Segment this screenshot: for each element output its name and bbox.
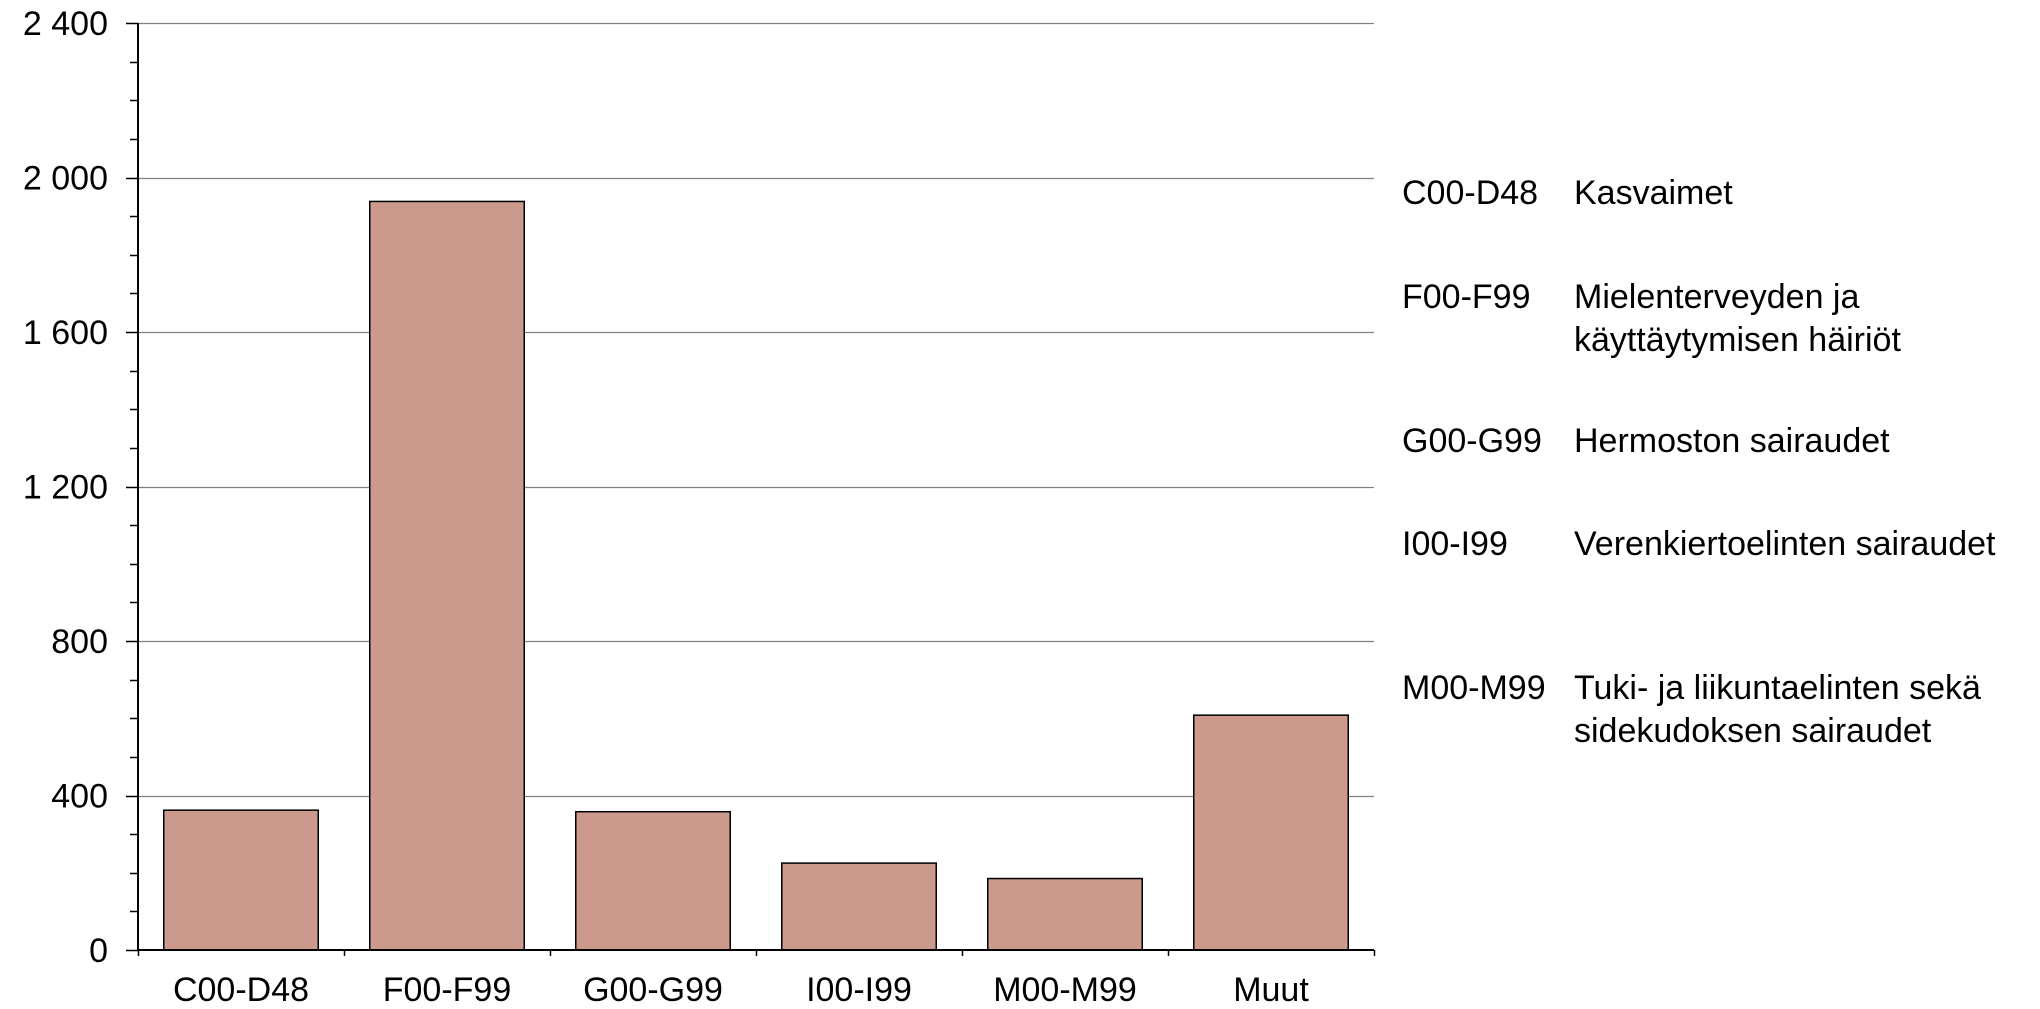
legend-item: G00-G99 Hermoston sairaudet (1402, 420, 2034, 463)
axes (137, 23, 1374, 951)
legend-code: M00-M99 (1402, 669, 1546, 707)
bar-c00-d48 (163, 809, 319, 951)
y-tick-label: 1 200 (23, 469, 108, 507)
legend-item: M00-M99 Tuki- ja liikuntaelinten sekä si… (1402, 667, 2034, 753)
y-tick-label: 800 (51, 623, 108, 661)
legend-code: I00-I99 (1402, 525, 1508, 563)
y-tick-label: 0 (89, 932, 108, 970)
y-tick-label: 400 (51, 778, 108, 816)
x-tick-label: C00-D48 (173, 971, 309, 1009)
gridlines (138, 22, 1374, 798)
y-axis-ticks: 0 400 800 1 200 1 600 2 000 2 400 (23, 5, 138, 970)
legend-description: Verenkiertoelinten sairaudet (1574, 525, 1996, 563)
y-tick-label: 2 400 (23, 5, 108, 43)
x-tick-label: I00-I99 (806, 971, 912, 1009)
legend-description: Hermoston sairaudet (1574, 422, 1890, 460)
y-tick-label: 1 600 (23, 314, 108, 352)
bar-f00-f99 (369, 200, 525, 951)
x-axis-ticks: C00-D48 F00-F99 G00-G99 I00-I99 M00-M99 Muut (137, 950, 1376, 1009)
bar-g00-g99 (575, 810, 731, 951)
x-tick-label: M00-M99 (993, 971, 1137, 1009)
legend-item: C00-D48 Kasvaimet (1402, 172, 2034, 215)
bar-m00-m99 (987, 877, 1143, 951)
bar-muut (1193, 714, 1349, 951)
x-tick-label: Muut (1233, 971, 1309, 1009)
legend-description: Kasvaimet (1574, 174, 1733, 212)
y-tick-label: 2 000 (23, 160, 108, 198)
bar-i00-i99 (781, 862, 937, 951)
legend-item: I00-I99 Verenkiertoelinten sairaudet (1402, 523, 2034, 566)
legend-code: C00-D48 (1402, 174, 1539, 212)
legend-code: F00-F99 (1402, 278, 1531, 316)
legend-code: G00-G99 (1402, 422, 1542, 460)
x-tick-label: F00-F99 (383, 971, 512, 1009)
bars (163, 200, 1349, 951)
legend-item: F00-F99 Mielenterveyden ja käyttäytymise… (1402, 276, 2034, 362)
legend-description: Tuki- ja liikuntaelinten sekä sidekudoks… (1574, 669, 1981, 750)
x-tick-label: G00-G99 (583, 971, 723, 1009)
legend-description: Mielenterveyden ja käyttäytymisen häiriö… (1574, 278, 1901, 359)
